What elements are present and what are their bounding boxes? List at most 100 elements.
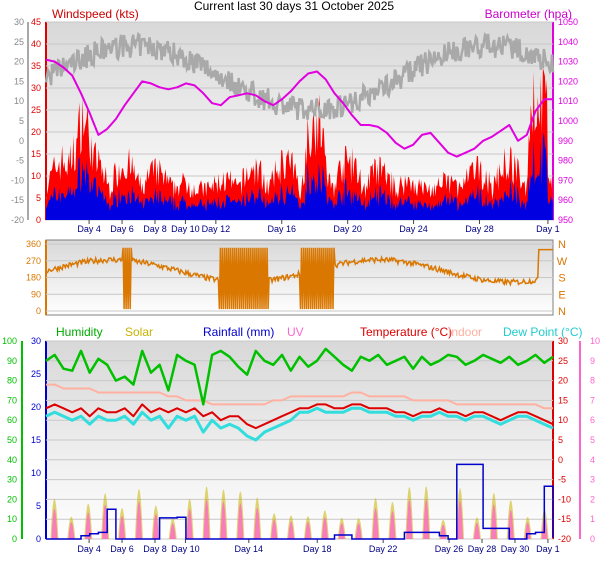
uv-hump [85,512,92,539]
rain-tick-label: 20 [31,402,41,412]
uv-hump [254,507,261,539]
baro-tick-label: 970 [558,175,573,185]
rain-tick-label: 10 [31,468,41,478]
uv-tick-label: 6 [590,415,595,425]
rain-tick-label: 15 [31,435,41,445]
wind-tick-label: 0 [36,215,41,225]
baro-tick-label: 980 [558,156,573,166]
humidity-tick-label: 20 [7,494,17,504]
x-tick-label-top: Day 12 [202,224,231,234]
humidity-tick-label: 60 [7,415,17,425]
uv-hump [237,503,244,539]
direction-compass-label: S [558,273,565,285]
humidity-line [45,347,554,406]
direction-tick-label: 270 [26,256,41,266]
humidity-tick-label: 100 [2,336,17,346]
baro-tick-label: 960 [558,195,573,205]
barometer-axis-label: Barometer (hpa) [485,7,572,21]
far-left-tick-label: 5 [19,116,24,126]
far-left-tick-label: 25 [14,37,24,47]
rainfall-line [46,463,554,540]
temp-tick-label: 20 [558,376,568,386]
rain-tick-label: 5 [36,501,41,511]
x-tick-label-bottom: Day 8 [143,544,167,554]
uv-hump [203,499,210,539]
uv-hump [68,522,75,539]
x-tick-label-bottom: Day 30 [501,544,530,554]
humidity-tick-label: 10 [7,514,17,524]
baro-tick-label: 1040 [558,37,578,47]
legend-humidity: Humidity [56,325,103,339]
humidity-tick-label: 40 [7,455,17,465]
baro-tick-label: 990 [558,136,573,146]
bottom-legend: Humidity Solar Rainfall (mm) UV Temperat… [56,325,582,339]
humidity-tick-label: 90 [7,356,17,366]
x-tick-label-bottom: Day 14 [235,544,264,554]
humidity-tick-label: 30 [7,475,17,485]
x-tick-label-bottom: Day 22 [369,544,398,554]
x-tick-label-bottom: Day 6 [110,544,134,554]
direction-compass-label: N [558,306,566,318]
wind-tick-label: 30 [31,83,41,93]
x-tick-label-bottom: Day 26 [435,544,464,554]
x-tick-label-bottom: Day 18 [303,544,332,554]
direction-tick-label: 90 [31,289,41,299]
x-tick-label-top: Day 10 [171,224,200,234]
chart-marks [44,31,555,540]
temp-tick-label: 10 [558,415,568,425]
uv-hump [372,508,379,539]
chart-title: Current last 30 days 31 October 2025 [194,0,394,13]
uv-hump [288,521,295,539]
uv-hump [152,513,159,539]
temp-tick-label: 25 [558,356,568,366]
x-tick-label-top: Day 16 [267,224,296,234]
wind-average-area [46,132,553,220]
x-tick-label-top: Day 1 [536,224,560,234]
baro-tick-label: 1050 [558,17,578,27]
x-tick-label-top: Day 20 [333,224,362,234]
far-left-tick-label: -20 [11,215,24,225]
uv-hump [321,517,328,539]
rain-tick-label: 30 [31,336,41,346]
x-tick-label-bottom: Day 1 [536,544,560,554]
temp-tick-label: -5 [558,475,566,485]
gray-series-line [44,31,555,120]
uv-tick-label: 3 [590,475,595,485]
wind-tick-label: 5 [36,193,41,203]
uv-tick-label: 10 [590,336,600,346]
direction-tick-label: 360 [26,239,41,249]
uv-tick-label: 9 [590,356,595,366]
uv-hump [51,508,58,539]
uv-hump [135,501,142,539]
temp-tick-label: -10 [558,494,571,504]
temp-tick-label: -20 [558,534,571,544]
direction-tick-label: 0 [36,306,41,316]
uv-hump [473,522,480,539]
x-tick-label-top: Day 4 [77,224,101,234]
uv-hump [186,508,193,539]
direction-compass-label: N [558,239,566,251]
far-left-tick-label: 20 [14,57,24,67]
uv-tick-label: 0 [590,534,595,544]
temp-tick-label: 30 [558,336,568,346]
legend-rainfall: Rainfall (mm) [203,325,274,339]
legend-dewpoint: Dew Point (°C) [503,325,582,339]
legend-solar: Solar [125,325,153,339]
rain-tick-label: 0 [36,534,41,544]
uv-hump [490,504,497,539]
uv-tick-label: 8 [590,376,595,386]
temperature-line [45,403,554,430]
x-tick-label-bottom: Day 28 [468,544,497,554]
temp-tick-label: 0 [558,455,563,465]
wind-tick-label: 15 [31,149,41,159]
wind-tick-label: 45 [31,17,41,27]
direction-tick-label: 180 [26,273,41,283]
baro-tick-label: 1000 [558,116,578,126]
legend-uv: UV [287,325,304,339]
uv-hump [355,523,362,539]
humidity-tick-label: 0 [12,534,17,544]
wind-gust-area [46,67,553,221]
uv-tick-label: 4 [590,455,595,465]
x-tick-label-top: Day 28 [465,224,494,234]
